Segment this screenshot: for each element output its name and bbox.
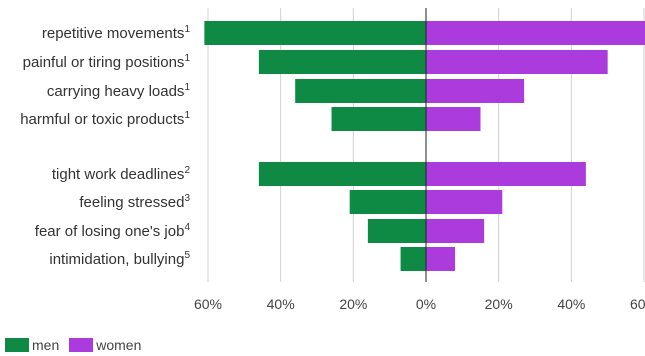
legend-label-women: women [96,337,142,353]
x-tick-label: 60% [630,296,645,312]
legend-item-women: women [69,337,141,353]
diverging-bar-chart: repetitive movements1 painful or tiring p… [20,8,645,312]
bar-women [426,219,485,243]
legend-swatch-men [5,338,29,352]
footnote-marker: 1 [184,24,190,35]
legend: men women [5,336,151,354]
x-tick-label: 20% [339,296,367,312]
category-label: carrying heavy loads1 [47,82,191,100]
x-tick-label: 40% [267,296,295,312]
category-label: intimidation, bullying5 [49,250,190,268]
category-labels: repetitive movements1 painful or tiring p… [20,24,190,268]
bar-men [258,50,426,74]
x-tick-labels: 60% 40% 20% 0% 20% 40% 60% [194,296,645,312]
bar-women [426,247,456,271]
category-label: fear of losing one's job4 [35,222,191,240]
footnote-marker: 1 [184,53,190,64]
bars [204,21,645,271]
footnote-marker: 5 [184,250,190,261]
bar-men [258,162,426,186]
category-label: tight work deadlines2 [52,165,191,183]
bar-men [400,247,426,271]
bar-men [349,190,426,214]
category-label: feeling stressed3 [79,193,190,211]
x-tick-label: 60% [194,296,222,312]
footnote-marker: 3 [184,193,190,204]
footnote-marker: 1 [184,110,190,121]
bar-women [426,50,608,74]
bar-women [426,79,525,103]
category-label: painful or tiring positions1 [23,53,191,71]
x-tick-label: 40% [557,296,585,312]
bar-women [426,190,503,214]
x-tick-label: 0% [416,296,436,312]
legend-item-men: men [5,337,59,353]
bar-women [426,21,645,45]
bar-men [295,79,426,103]
footnote-marker: 1 [184,82,190,93]
legend-swatch-women [69,338,94,352]
bar-men [204,21,426,45]
bar-women [426,107,481,131]
bar-men [331,107,426,131]
legend-label-men: men [32,337,60,353]
x-tick-label: 20% [485,296,513,312]
footnote-marker: 2 [184,165,190,176]
bar-men [367,219,426,243]
bar-women [426,162,586,186]
footnote-marker: 4 [184,222,190,233]
category-label: repetitive movements1 [42,24,191,42]
category-label: harmful or toxic products1 [20,110,190,128]
